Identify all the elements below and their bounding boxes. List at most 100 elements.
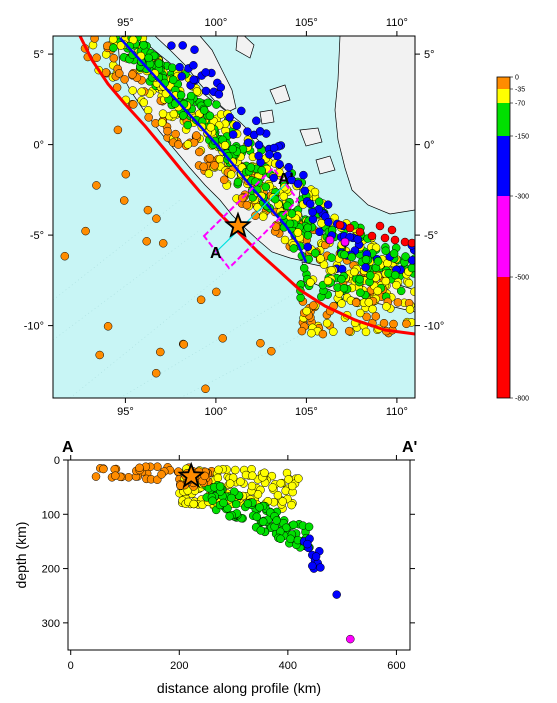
earthquake-dot	[137, 87, 146, 96]
lat-tick-label-left: -5°	[30, 230, 44, 242]
earthquake-dot	[303, 223, 313, 233]
earthquake-dot	[350, 267, 359, 277]
earthquake-dot	[115, 69, 124, 78]
earthquake-dot	[176, 90, 186, 100]
earthquake-dot	[346, 634, 355, 644]
earthquake-dot	[371, 312, 381, 321]
earthquake-dot	[404, 278, 414, 288]
earthquake-dot	[361, 327, 371, 337]
earthquake-dot	[60, 251, 70, 261]
earthquake-dot	[252, 512, 262, 522]
colorbar-bin	[497, 277, 510, 398]
earthquake-dot	[175, 62, 184, 72]
earthquake-dot	[196, 295, 206, 305]
earthquake-dot	[142, 237, 151, 246]
colorbar-label: -150	[515, 134, 529, 141]
lon-tick-label-bottom: 110°	[386, 406, 408, 418]
earthquake-dot	[255, 127, 265, 136]
profile-title-right: A'	[402, 439, 417, 456]
earthquake-dot	[361, 255, 371, 264]
earthquake-dot	[339, 283, 349, 293]
earthquake-dot	[284, 162, 293, 172]
earthquake-dot	[393, 298, 403, 307]
profile-line	[215, 183, 287, 253]
earthquake-dot	[308, 561, 317, 571]
colorbar-bin	[497, 136, 510, 196]
earthquake-dot	[402, 319, 411, 329]
earthquake-dot	[228, 130, 238, 139]
earthquake-dot	[163, 126, 172, 136]
borneo-land	[334, 36, 415, 215]
earthquake-dot	[287, 175, 296, 185]
islands	[235, 36, 336, 175]
earthquake-dot	[256, 526, 266, 535]
earthquake-dot	[214, 465, 223, 475]
earthquake-dot	[189, 61, 198, 70]
earthquake-dot	[171, 129, 180, 139]
earthquake-dot	[113, 125, 123, 135]
earthquake-dot	[289, 520, 298, 530]
earthquake-dot	[212, 287, 221, 297]
earthquake-dot	[255, 503, 264, 512]
earthquake-dot	[168, 75, 178, 85]
earthquake-dot	[156, 347, 165, 357]
earthquake-dot	[92, 181, 101, 190]
profile-x-tick-label: 0	[68, 660, 74, 672]
earthquake-dot	[401, 252, 410, 261]
earthquake-dot	[396, 286, 406, 296]
earthquake-dot	[316, 254, 325, 263]
earthquake-dot	[366, 271, 375, 280]
earthquake-dot	[325, 235, 335, 245]
earthquake-dot	[407, 238, 415, 248]
earthquake-dot	[215, 155, 225, 164]
earthquake-dot	[355, 274, 364, 284]
earthquake-dot	[153, 462, 162, 471]
colorbar-label: 0	[515, 75, 519, 82]
earthquake-dot	[157, 470, 166, 479]
earthquake-dot	[108, 36, 118, 44]
earthquake-dot	[227, 493, 236, 503]
earthquake-dot	[199, 106, 209, 115]
earthquake-dot	[128, 70, 137, 79]
earthquake-dot	[168, 63, 177, 72]
earthquake-dot	[364, 298, 374, 307]
earthquake-dot	[361, 263, 370, 272]
earthquake-dot	[129, 100, 138, 109]
colorbar-bin	[497, 196, 510, 277]
earthquake-dot	[269, 173, 278, 183]
lat-tick-label-left: 0°	[33, 140, 44, 152]
earthquake-dot	[408, 256, 415, 265]
earthquake-dot	[228, 144, 238, 154]
earthquake-dot	[300, 186, 310, 196]
earthquake-dot	[382, 302, 391, 311]
profile-box	[202, 166, 300, 270]
earthquake-dot	[116, 41, 126, 50]
lon-tick-label-top: 100°	[205, 17, 228, 29]
earthquake-dot	[177, 72, 186, 81]
earthquake-dot	[344, 326, 354, 336]
lon-tick-label-bottom: 105°	[295, 406, 318, 418]
earthquake-dot	[144, 53, 153, 63]
earthquake-dot	[103, 322, 113, 331]
earthquake-dot	[243, 499, 253, 508]
profile-x-tick-label: 400	[279, 660, 297, 672]
earthquake-dot	[307, 328, 316, 338]
earthquake-dot	[246, 163, 256, 172]
depth-colorbar: 0 -35 -70 -150 -300 -500 -800	[496, 75, 529, 403]
colorbar-bin	[497, 103, 510, 136]
earthquake-dot	[400, 237, 410, 247]
earthquake-dot	[340, 250, 349, 259]
earthquake-dot	[314, 197, 324, 206]
earthquake-dot	[392, 280, 401, 290]
earthquake-dot	[109, 53, 119, 63]
colorbar-label: -300	[515, 194, 529, 201]
earthquake-dot	[299, 170, 308, 180]
earthquake-dot	[323, 276, 333, 286]
earthquake-dot	[109, 43, 118, 53]
profile-y-tick-label: 100	[42, 509, 60, 521]
earthquake-dot	[327, 266, 336, 275]
colorbar-bin	[497, 89, 510, 103]
earthquake-dot	[201, 86, 211, 96]
earthquake-dot	[305, 199, 315, 209]
earthquake-dot	[179, 340, 189, 349]
